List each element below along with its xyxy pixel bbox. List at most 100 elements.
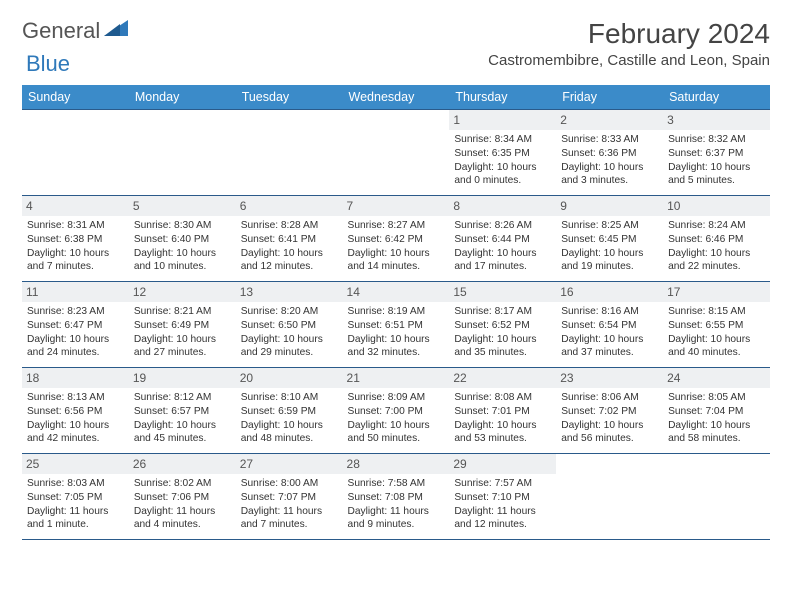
day-details: Sunrise: 7:58 AMSunset: 7:08 PMDaylight:…	[348, 477, 445, 532]
calendar-cell: .	[663, 454, 770, 540]
calendar-cell: 12 Sunrise: 8:21 AMSunset: 6:49 PMDayligh…	[129, 282, 236, 368]
calendar-cell: 20 Sunrise: 8:10 AMSunset: 6:59 PMDayligh…	[236, 368, 343, 454]
day-details: Sunrise: 8:19 AMSunset: 6:51 PMDaylight:…	[348, 305, 445, 360]
day-details: Sunrise: 8:05 AMSunset: 7:04 PMDaylight:…	[668, 391, 765, 446]
calendar-cell: 3Sunrise: 8:32 AMSunset: 6:37 PMDaylight…	[663, 110, 770, 196]
calendar-cell: 23 Sunrise: 8:06 AMSunset: 7:02 PMDayligh…	[556, 368, 663, 454]
calendar-cell: 10Sunrise: 8:24 AMSunset: 6:46 PMDayligh…	[663, 196, 770, 282]
calendar-cell: 24 Sunrise: 8:05 AMSunset: 7:04 PMDayligh…	[663, 368, 770, 454]
calendar-row: 18 Sunrise: 8:13 AMSunset: 6:56 PMDayligh…	[22, 368, 770, 454]
calendar-cell: 13 Sunrise: 8:20 AMSunset: 6:50 PMDayligh…	[236, 282, 343, 368]
day-number: 24	[663, 368, 770, 388]
calendar-body: ....1Sunrise: 8:34 AMSunset: 6:35 PMDayl…	[22, 110, 770, 540]
day-details: Sunrise: 8:08 AMSunset: 7:01 PMDaylight:…	[454, 391, 551, 446]
day-number: 26	[129, 454, 236, 474]
calendar-cell: 26 Sunrise: 8:02 AMSunset: 7:06 PMDayligh…	[129, 454, 236, 540]
day-details: Sunrise: 8:23 AMSunset: 6:47 PMDaylight:…	[27, 305, 124, 360]
day-number: 4	[22, 196, 129, 216]
day-number: 22	[449, 368, 556, 388]
calendar-row: 25 Sunrise: 8:03 AMSunset: 7:05 PMDayligh…	[22, 454, 770, 540]
day-details: Sunrise: 8:34 AMSunset: 6:35 PMDaylight:…	[454, 133, 551, 188]
day-details: Sunrise: 8:25 AMSunset: 6:45 PMDaylight:…	[561, 219, 658, 274]
day-details: Sunrise: 7:57 AMSunset: 7:10 PMDaylight:…	[454, 477, 551, 532]
logo-word-blue: Blue	[26, 51, 70, 77]
day-details: Sunrise: 8:30 AMSunset: 6:40 PMDaylight:…	[134, 219, 231, 274]
day-number: 5	[129, 196, 236, 216]
day-number: 28	[343, 454, 450, 474]
day-details: Sunrise: 8:03 AMSunset: 7:05 PMDaylight:…	[27, 477, 124, 532]
day-details: Sunrise: 8:13 AMSunset: 6:56 PMDaylight:…	[27, 391, 124, 446]
day-details: Sunrise: 8:17 AMSunset: 6:52 PMDaylight:…	[454, 305, 551, 360]
calendar-cell: 28 Sunrise: 7:58 AMSunset: 7:08 PMDayligh…	[343, 454, 450, 540]
day-number: 8	[449, 196, 556, 216]
calendar-row: 4 Sunrise: 8:31 AMSunset: 6:38 PMDaylight…	[22, 196, 770, 282]
day-details: Sunrise: 8:21 AMSunset: 6:49 PMDaylight:…	[134, 305, 231, 360]
day-details: Sunrise: 8:20 AMSunset: 6:50 PMDaylight:…	[241, 305, 338, 360]
day-details: Sunrise: 8:26 AMSunset: 6:44 PMDaylight:…	[454, 219, 551, 274]
calendar-header-row: SundayMondayTuesdayWednesdayThursdayFrid…	[22, 85, 770, 110]
location-text: Castromembibre, Castille and Leon, Spain	[488, 52, 770, 69]
weekday-header: Friday	[556, 85, 663, 110]
calendar-cell: 22 Sunrise: 8:08 AMSunset: 7:01 PMDayligh…	[449, 368, 556, 454]
calendar-cell: 5 Sunrise: 8:30 AMSunset: 6:40 PMDaylight…	[129, 196, 236, 282]
day-details: Sunrise: 8:28 AMSunset: 6:41 PMDaylight:…	[241, 219, 338, 274]
day-details: Sunrise: 8:06 AMSunset: 7:02 PMDaylight:…	[561, 391, 658, 446]
calendar-cell: 6Sunrise: 8:28 AMSunset: 6:41 PMDaylight…	[236, 196, 343, 282]
calendar-cell: 17Sunrise: 8:15 AMSunset: 6:55 PMDayligh…	[663, 282, 770, 368]
calendar-cell: 7 Sunrise: 8:27 AMSunset: 6:42 PMDaylight…	[343, 196, 450, 282]
calendar-cell: 21 Sunrise: 8:09 AMSunset: 7:00 PMDayligh…	[343, 368, 450, 454]
day-number: 27	[236, 454, 343, 474]
day-number: 16	[556, 282, 663, 302]
calendar-cell: .	[236, 110, 343, 196]
day-number: 20	[236, 368, 343, 388]
logo: General	[22, 18, 130, 44]
day-number: 25	[22, 454, 129, 474]
calendar-cell: .	[556, 454, 663, 540]
calendar-row: ....1Sunrise: 8:34 AMSunset: 6:35 PMDayl…	[22, 110, 770, 196]
day-details: Sunrise: 8:09 AMSunset: 7:00 PMDaylight:…	[348, 391, 445, 446]
calendar-cell: 29 Sunrise: 7:57 AMSunset: 7:10 PMDayligh…	[449, 454, 556, 540]
calendar-cell: 2 Sunrise: 8:33 AMSunset: 6:36 PMDaylight…	[556, 110, 663, 196]
month-title: February 2024	[488, 18, 770, 50]
calendar-cell: 18 Sunrise: 8:13 AMSunset: 6:56 PMDayligh…	[22, 368, 129, 454]
weekday-header: Tuesday	[236, 85, 343, 110]
day-details: Sunrise: 8:02 AMSunset: 7:06 PMDaylight:…	[134, 477, 231, 532]
calendar-cell: 1 Sunrise: 8:34 AMSunset: 6:35 PMDaylight…	[449, 110, 556, 196]
day-number: 23	[556, 368, 663, 388]
weekday-header: Wednesday	[343, 85, 450, 110]
calendar-cell: 27 Sunrise: 8:00 AMSunset: 7:07 PMDayligh…	[236, 454, 343, 540]
day-details: Sunrise: 8:00 AMSunset: 7:07 PMDaylight:…	[241, 477, 338, 532]
day-details: Sunrise: 8:33 AMSunset: 6:36 PMDaylight:…	[561, 133, 658, 188]
calendar-cell: .	[343, 110, 450, 196]
day-number: 13	[236, 282, 343, 302]
day-details: Sunrise: 8:32 AMSunset: 6:37 PMDaylight:…	[668, 133, 765, 188]
day-details: Sunrise: 8:10 AMSunset: 6:59 PMDaylight:…	[241, 391, 338, 446]
day-number: 1	[449, 110, 556, 130]
day-number: 10	[663, 196, 770, 216]
day-number: 19	[129, 368, 236, 388]
weekday-header: Saturday	[663, 85, 770, 110]
day-number: 18	[22, 368, 129, 388]
logo-triangle-icon	[104, 18, 128, 41]
calendar-cell: 14 Sunrise: 8:19 AMSunset: 6:51 PMDayligh…	[343, 282, 450, 368]
calendar-cell: 15 Sunrise: 8:17 AMSunset: 6:52 PMDayligh…	[449, 282, 556, 368]
day-details: Sunrise: 8:31 AMSunset: 6:38 PMDaylight:…	[27, 219, 124, 274]
day-number: 15	[449, 282, 556, 302]
day-number: 21	[343, 368, 450, 388]
calendar-cell: 19 Sunrise: 8:12 AMSunset: 6:57 PMDayligh…	[129, 368, 236, 454]
weekday-header: Monday	[129, 85, 236, 110]
logo-word-general: General	[22, 18, 100, 44]
calendar-cell: 9 Sunrise: 8:25 AMSunset: 6:45 PMDaylight…	[556, 196, 663, 282]
calendar-cell: .	[129, 110, 236, 196]
day-number: 29	[449, 454, 556, 474]
day-number: 14	[343, 282, 450, 302]
day-number: 7	[343, 196, 450, 216]
day-number: 12	[129, 282, 236, 302]
day-number: 9	[556, 196, 663, 216]
day-details: Sunrise: 8:27 AMSunset: 6:42 PMDaylight:…	[348, 219, 445, 274]
day-number: 11	[22, 282, 129, 302]
calendar-table: SundayMondayTuesdayWednesdayThursdayFrid…	[22, 85, 770, 540]
day-details: Sunrise: 8:12 AMSunset: 6:57 PMDaylight:…	[134, 391, 231, 446]
weekday-header: Sunday	[22, 85, 129, 110]
day-number: 2	[556, 110, 663, 130]
